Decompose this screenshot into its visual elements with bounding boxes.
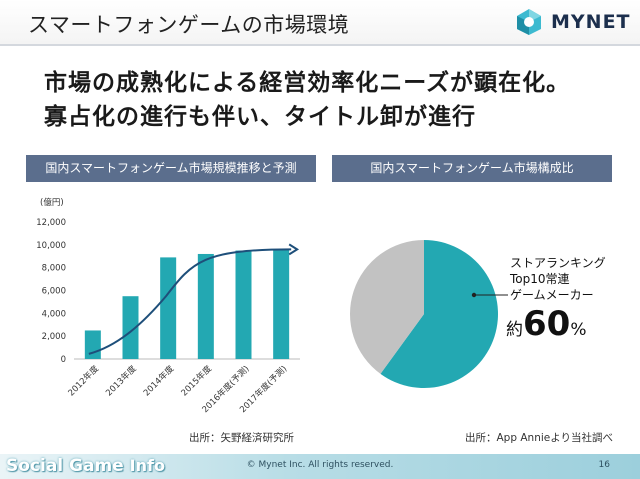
pie-slice: [380, 240, 498, 388]
bar: [122, 296, 139, 359]
pie-label-pointer: [471, 292, 508, 298]
y-tick-label: 12,000: [36, 218, 66, 228]
y-tick-label: 10,000: [36, 241, 66, 251]
logo-text: MYNET: [551, 11, 631, 33]
social-game-info-watermark: Social Game Info: [6, 456, 165, 476]
y-tick-label: 0: [61, 355, 66, 365]
x-tick-label: 2014年度: [141, 363, 176, 398]
y-tick-label: 2,000: [42, 332, 66, 342]
mynet-logo: MYNET: [514, 7, 634, 37]
bar: [235, 250, 252, 359]
bar: [160, 257, 177, 359]
pie-share-value: 約60%: [506, 304, 586, 344]
page-number: 16: [598, 460, 610, 470]
pie-slice: [350, 240, 424, 374]
slide-footer: Social Game Info © Mynet Inc. All rights…: [0, 454, 640, 479]
pie-annotation-line-2: Top10常連: [510, 272, 570, 286]
watermark-part-b: Info: [129, 456, 165, 475]
market-share-source: 出所：App Annieより当社調べ: [465, 432, 614, 444]
slide-title: スマートフォンゲームの市場環境: [28, 13, 350, 37]
pie-annotation-line-1: ストアランキング: [510, 256, 606, 270]
bar: [84, 330, 101, 359]
watermark-part-a: Social Game: [6, 456, 124, 476]
trend-arrow-line: [88, 248, 292, 355]
headline-line-1: 市場の成熟化による経営効率化ニーズが顕在化。: [44, 70, 571, 96]
y-tick-label: 6,000: [42, 287, 66, 297]
pie-annotation-line-3: ゲームメーカー: [510, 288, 594, 302]
market-share-pie-chart: [350, 240, 498, 388]
bar: [197, 253, 214, 359]
headline-line-2: 寡占化の進行も伴い、タイトル卸が進行: [44, 104, 476, 130]
y-tick-label: 8,000: [42, 264, 66, 274]
pie-share-number: 60: [523, 304, 571, 344]
y-tick-label: 4,000: [42, 309, 66, 319]
copyright-text: © Mynet Inc. All rights reserved.: [246, 460, 394, 470]
market-share-panel-header: 国内スマートフォンゲーム市場構成比: [332, 155, 612, 182]
y-axis-unit-label: (億円): [40, 197, 64, 208]
x-tick-label: 2013年度: [104, 363, 139, 398]
mynet-logo-icon: [517, 9, 541, 35]
title-divider: [0, 44, 640, 46]
x-tick-label: 2015年度: [179, 363, 214, 398]
pie-share-prefix: 約: [506, 320, 523, 340]
x-tick-label: 2012年度: [66, 363, 101, 398]
pie-share-unit: %: [570, 320, 587, 340]
market-size-bar-chart: (億円) 0 2,000 4,000 6,000 8,000 10,000 12,000 201…: [36, 197, 300, 415]
slide-title-bar: スマートフォンゲームの市場環境 MYNET: [0, 0, 640, 44]
trend-arrow-head: [288, 243, 300, 256]
bar: [273, 249, 290, 359]
market-size-source: 出所：矢野経済研究所: [189, 432, 294, 444]
market-size-panel-header: 国内スマートフォンゲーム市場規模推移と予測: [26, 155, 316, 182]
